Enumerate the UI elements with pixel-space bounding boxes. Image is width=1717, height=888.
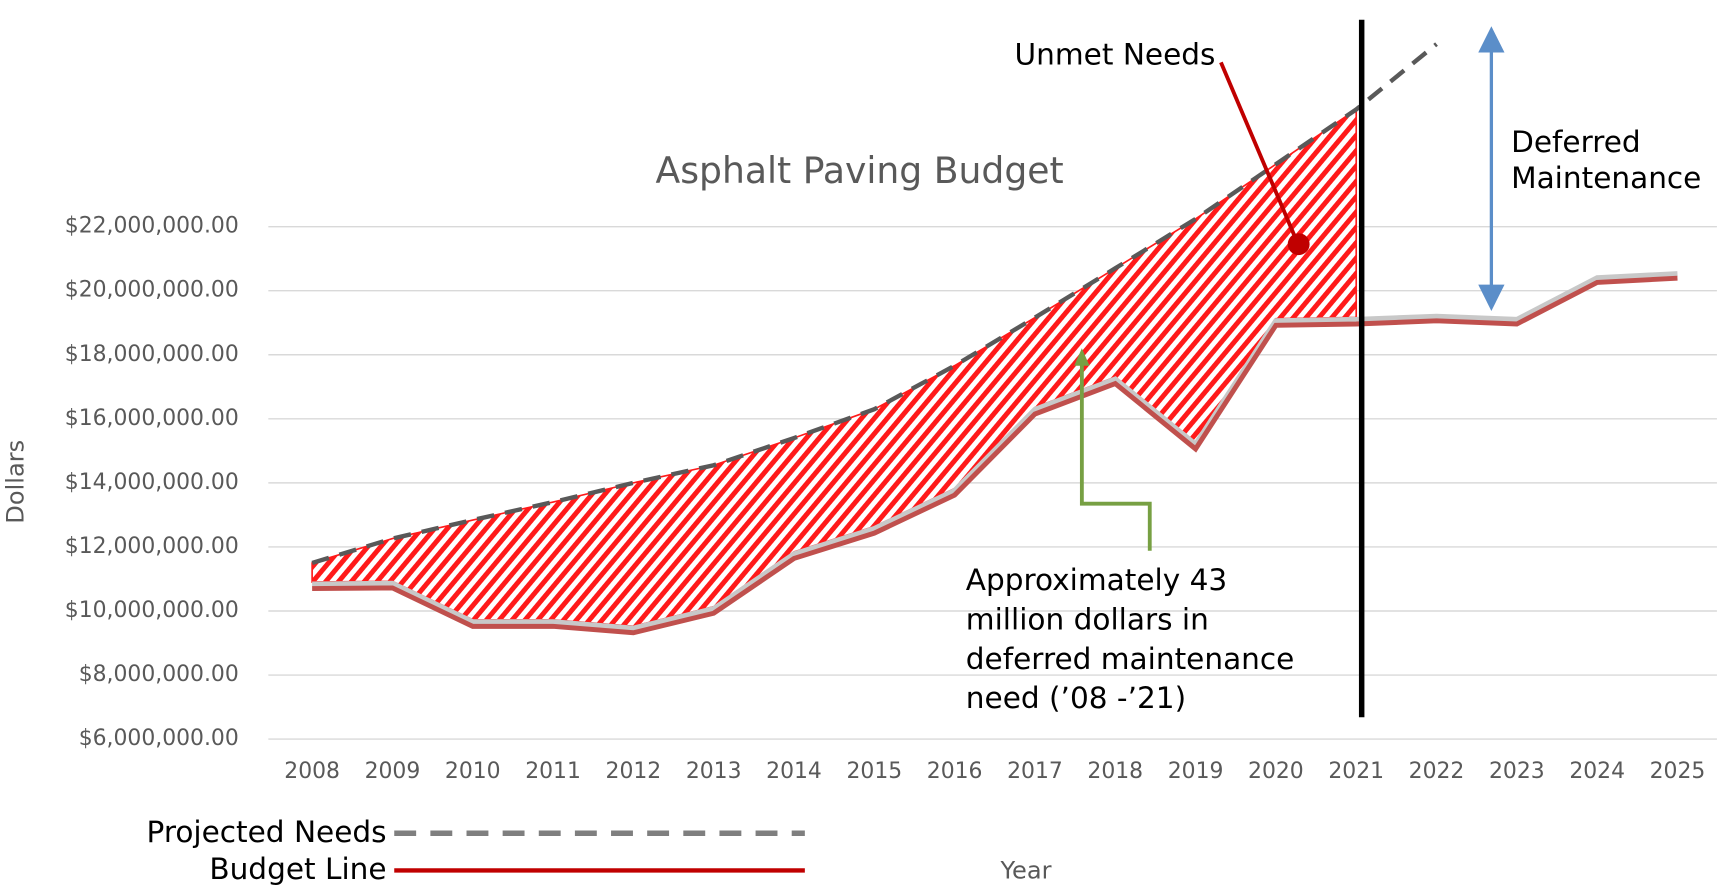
x-tick-label: 2010	[445, 759, 501, 784]
annotation: million dollars in	[966, 602, 1209, 636]
budget-line-highlight	[312, 271, 1678, 632]
y-tick-label: $22,000,000.00	[65, 214, 239, 239]
annotation: Unmet Needs	[1015, 37, 1216, 71]
legend-label: Projected Needs	[147, 815, 387, 849]
budget-line	[312, 275, 1678, 636]
x-tick-label: 2012	[606, 759, 662, 784]
annotation: deferred maintenance	[966, 642, 1295, 676]
y-tick-label: $20,000,000.00	[65, 278, 239, 303]
x-tick-label: 2015	[846, 759, 902, 784]
annotation: Approximately 43	[966, 563, 1227, 597]
approx-arrow	[1079, 363, 1152, 551]
y-tick-label: $14,000,000.00	[65, 470, 239, 495]
approx-arrow-head	[1074, 348, 1090, 366]
x-tick-label: 2014	[766, 759, 822, 784]
y-tick-label: $8,000,000.00	[79, 662, 239, 687]
deferred-arrow-head	[1478, 26, 1505, 53]
x-tick-label: 2009	[365, 759, 421, 784]
x-tick-label: 2020	[1248, 759, 1304, 784]
x-tick-label: 2017	[1007, 759, 1063, 784]
x-tick-label: 2024	[1569, 759, 1625, 784]
x-tick-label: 2022	[1409, 759, 1465, 784]
deferred-arrow-head	[1478, 284, 1505, 311]
y-tick-label: $12,000,000.00	[65, 534, 239, 559]
y-tick-label: $10,000,000.00	[65, 598, 239, 623]
x-tick-label: 2019	[1168, 759, 1224, 784]
chart-title: Asphalt Paving Budget	[656, 149, 1064, 192]
projected-needs-line	[311, 42, 1438, 566]
annotation: need (’08 -’21)	[966, 681, 1186, 715]
x-tick-label: 2025	[1650, 759, 1706, 784]
x-tick-label: 2016	[927, 759, 983, 784]
annotation: Deferred	[1511, 125, 1641, 159]
annotation: Maintenance	[1511, 161, 1701, 195]
y-tick-label: $18,000,000.00	[65, 342, 239, 367]
x-tick-label: 2013	[686, 759, 742, 784]
y-tick-label: $6,000,000.00	[79, 726, 239, 751]
legend-label: Budget Line	[209, 852, 386, 886]
annotation-arrow	[1219, 61, 1300, 244]
x-tick-label: 2023	[1489, 759, 1545, 784]
x-axis-label: Year	[1000, 857, 1052, 885]
y-axis-label: Dollars	[1, 440, 29, 524]
x-tick-label: 2021	[1328, 759, 1384, 784]
x-tick-label: 2011	[525, 759, 581, 784]
y-tick-label: $16,000,000.00	[65, 406, 239, 431]
x-tick-label: 2008	[284, 759, 340, 784]
x-tick-label: 2018	[1087, 759, 1143, 784]
annotation-dot	[1287, 233, 1310, 256]
